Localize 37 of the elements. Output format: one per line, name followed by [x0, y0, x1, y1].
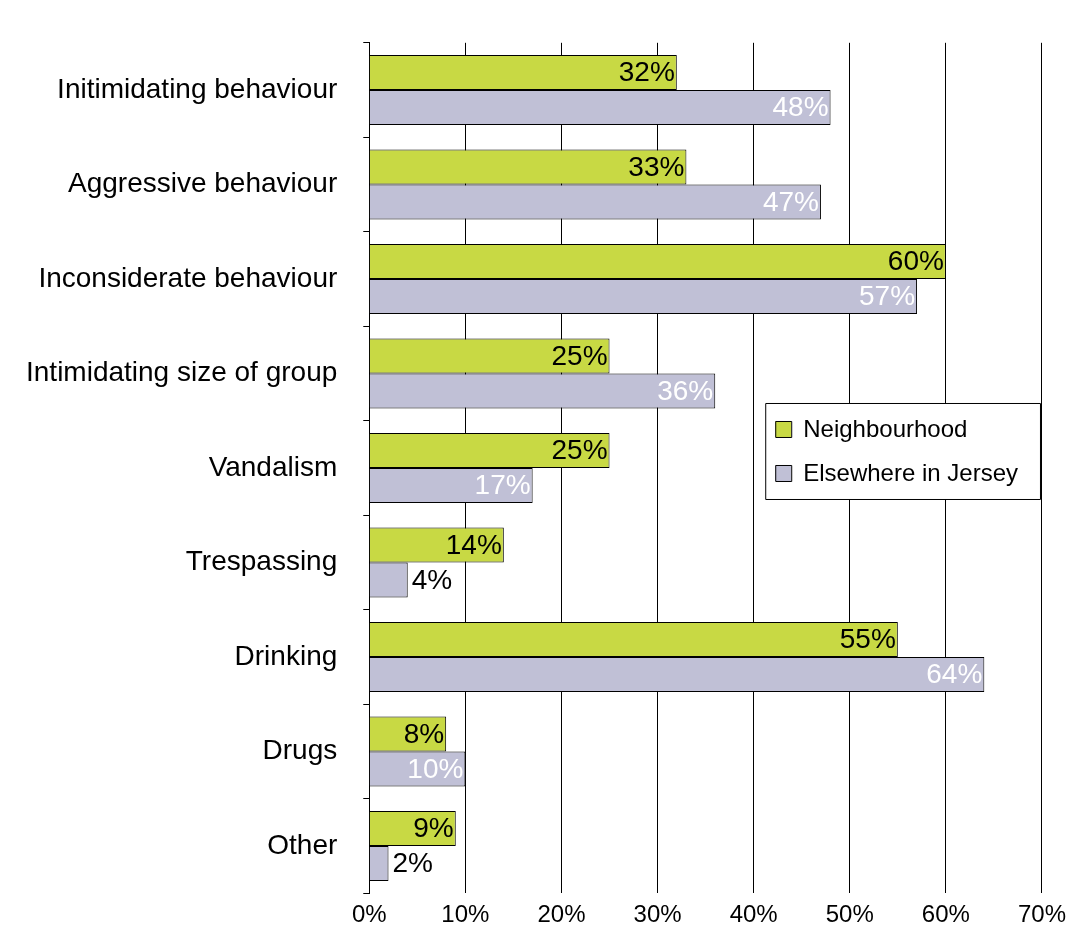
data-label: 10% [407, 752, 464, 784]
data-label: 36% [657, 374, 714, 406]
data-label: 47% [762, 185, 819, 217]
x-tick-label: 40% [729, 900, 778, 928]
x-tick-label: 10% [441, 900, 490, 928]
y-tick-label: Vandalism [208, 450, 338, 482]
x-tick-label: 50% [825, 900, 874, 928]
data-label: 17% [474, 469, 531, 501]
data-label: 2% [392, 847, 433, 879]
data-label: 57% [859, 280, 916, 312]
data-label: 25% [551, 434, 608, 466]
data-label: 4% [411, 563, 453, 595]
x-tick-label: 60% [921, 900, 970, 928]
data-label: 9% [413, 812, 454, 844]
y-tick-label: Trespassing [185, 545, 338, 577]
x-tick-label: 30% [633, 900, 682, 928]
data-label: 60% [887, 245, 944, 277]
y-tick-label: Initimidating behaviour [57, 72, 338, 104]
y-tick-label: Drugs [262, 734, 338, 766]
data-label: 48% [772, 91, 829, 123]
y-tick-label: Aggressive behaviour [68, 167, 338, 199]
data-label: 25% [551, 339, 608, 371]
legend-label: Elsewhere in Jersey [803, 458, 1018, 486]
data-label: 32% [618, 56, 675, 88]
y-tick-label: Intimidating size of group [26, 356, 338, 388]
y-tick-label: Inconsiderate behaviour [38, 261, 338, 293]
data-label: 64% [926, 658, 983, 690]
legend-label: Neighbourhood [803, 414, 968, 442]
y-tick-label: Drinking [234, 639, 338, 671]
x-tick-label: 70% [1017, 900, 1067, 928]
data-label: 14% [445, 528, 502, 560]
x-tick-label: 20% [537, 900, 586, 928]
data-label: 55% [839, 623, 896, 655]
data-label: 33% [628, 150, 685, 182]
y-tick-label: Other [267, 828, 338, 860]
data-label: 8% [403, 717, 445, 749]
x-tick-label: 0% [351, 900, 387, 928]
